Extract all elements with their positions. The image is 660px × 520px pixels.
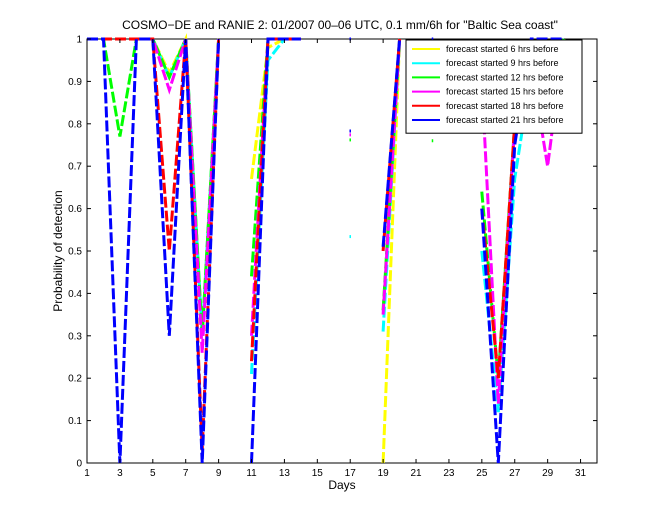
y-tick-label: 0.2 (68, 374, 82, 385)
isolated-point-2 (349, 129, 351, 133)
legend-label: forecast started 18 hrs before (446, 101, 564, 111)
legend-label: forecast started 21 hrs before (446, 115, 564, 125)
isolated-point-5 (349, 235, 351, 239)
x-tick-label: 7 (183, 468, 189, 479)
y-axis-label: Probability of detection (51, 190, 65, 311)
x-tick-label: 21 (410, 468, 422, 479)
x-tick-label: 27 (509, 468, 521, 479)
isolated-point-3 (349, 133, 351, 137)
legend-label: forecast started 6 hrs before (446, 44, 559, 54)
x-tick-label: 9 (216, 468, 222, 479)
y-tick-label: 0.1 (68, 416, 82, 427)
x-tick-label: 15 (312, 468, 324, 479)
legend-label: forecast started 15 hrs before (446, 87, 564, 97)
y-tick-label: 0.5 (68, 247, 82, 258)
x-tick-label: 11 (246, 468, 257, 479)
legend: forecast started 6 hrs before forecast st… (405, 39, 583, 134)
y-tick-label: 0.3 (68, 331, 82, 342)
legend-label: forecast started 12 hrs before (446, 72, 564, 82)
isolated-point-8 (431, 139, 434, 143)
y-tick-label: 0.4 (68, 289, 82, 300)
x-tick-label: 17 (345, 468, 357, 479)
x-tick-label: 23 (443, 468, 455, 479)
x-axis-label: Days (328, 478, 355, 492)
y-tick-label: 0.7 (68, 162, 82, 173)
legend-box (405, 39, 583, 134)
y-tick-label: 0.9 (68, 77, 82, 88)
x-tick-label: 25 (476, 468, 488, 479)
y-axis: 0 0.1 0.2 0.3 0.4 0.5 0.6 0.7 0.8 0.9 1 (68, 35, 597, 470)
y-tick-label: 0 (76, 459, 82, 470)
chart-title: COSMO−DE and RANIE 2: 01/2007 00–06 UTC,… (122, 18, 558, 32)
x-tick-label: 13 (279, 468, 291, 479)
y-tick-label: 0.8 (68, 119, 82, 130)
isolated-point-4 (349, 138, 351, 142)
x-tick-label: 29 (542, 468, 554, 479)
legend-label: forecast started 9 hrs before (446, 58, 559, 68)
isolated-point-6 (431, 37, 434, 41)
x-tick-label: 19 (378, 468, 390, 479)
x-tick-label: 1 (84, 468, 90, 479)
y-tick-label: 0.6 (68, 204, 82, 215)
y-tick-label: 1 (76, 35, 82, 46)
x-tick-label: 5 (150, 468, 156, 479)
x-axis: 1 3 5 7 9 11 13 15 17 19 21 23 25 27 29 31 (84, 39, 587, 479)
x-tick-label: 31 (575, 468, 587, 479)
x-tick-label: 3 (117, 468, 123, 479)
